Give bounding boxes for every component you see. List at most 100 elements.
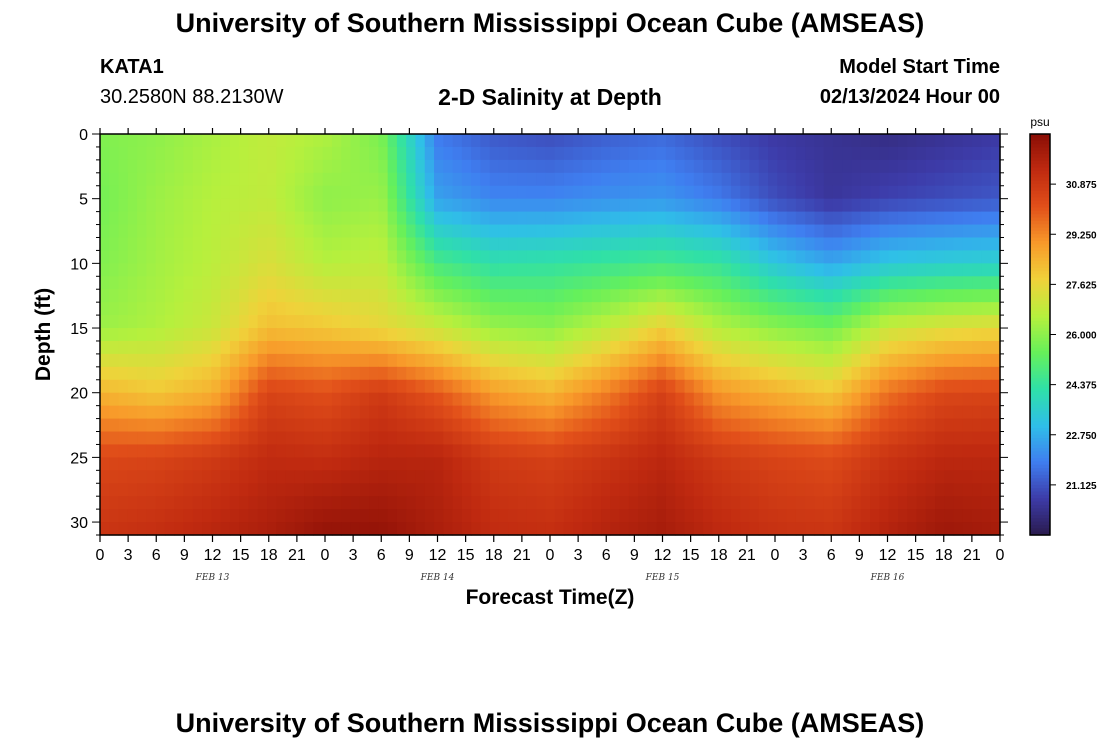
heatmap-cell xyxy=(498,250,509,264)
heatmap-cell xyxy=(795,302,806,316)
heatmap-cell xyxy=(359,146,370,161)
heatmap-cell xyxy=(749,444,760,458)
heatmap-cell xyxy=(628,328,639,342)
heatmap-cell xyxy=(480,379,491,394)
heatmap-cell xyxy=(805,263,816,277)
heatmap-cell xyxy=(897,405,908,420)
heatmap-cell xyxy=(424,444,435,458)
heatmap-cell xyxy=(137,405,147,420)
colorbar-segment xyxy=(1030,200,1050,205)
colorbar-segment xyxy=(1030,144,1050,148)
heatmap-cell xyxy=(331,134,342,148)
heatmap-cell xyxy=(582,250,593,264)
heatmap-cell xyxy=(916,198,927,213)
heatmap-cell xyxy=(443,198,454,213)
heatmap-cell xyxy=(944,470,955,484)
heatmap-cell xyxy=(378,444,389,458)
heatmap-cell xyxy=(387,276,398,290)
heatmap-cell xyxy=(276,224,287,239)
heatmap-cell xyxy=(118,185,129,200)
heatmap-cell xyxy=(907,159,918,174)
heatmap-cell xyxy=(229,496,240,510)
heatmap-cell xyxy=(229,224,240,239)
heatmap-cell xyxy=(897,418,908,433)
colorbar-segment xyxy=(1030,287,1050,292)
heatmap-cell xyxy=(406,276,417,290)
heatmap-cell xyxy=(498,483,509,497)
heatmap-cell xyxy=(369,496,379,510)
heatmap-cell xyxy=(962,263,973,277)
heatmap-cell xyxy=(313,289,324,303)
heatmap-cell xyxy=(146,470,157,484)
heatmap-cell xyxy=(267,198,277,213)
heatmap-cell xyxy=(675,172,686,187)
heatmap-cell xyxy=(387,509,398,523)
heatmap-cell xyxy=(155,302,166,316)
heatmap-cell xyxy=(322,134,333,148)
heatmap-cell xyxy=(378,289,389,303)
heatmap-cell xyxy=(369,444,379,458)
heatmap-cell xyxy=(712,315,723,329)
heatmap-cell xyxy=(127,250,138,264)
heatmap-cell xyxy=(480,431,491,446)
heatmap-cell xyxy=(777,276,788,290)
heatmap-cell xyxy=(703,237,713,252)
heatmap-cell xyxy=(461,522,472,536)
heatmap-cell xyxy=(888,392,899,407)
heatmap-cell xyxy=(359,250,370,264)
heatmap-cell xyxy=(656,185,667,200)
heatmap-cell xyxy=(369,470,379,484)
colorbar-segment xyxy=(1030,217,1050,222)
heatmap-cell xyxy=(452,211,463,226)
heatmap-cell xyxy=(582,172,593,187)
heatmap-cell xyxy=(471,366,482,381)
heatmap-cell xyxy=(545,366,556,381)
heatmap-cell xyxy=(758,470,769,484)
heatmap-cell xyxy=(786,250,797,264)
heatmap-cell xyxy=(341,276,352,290)
heatmap-cell xyxy=(304,289,314,303)
heatmap-cell xyxy=(100,172,110,187)
heatmap-cell xyxy=(239,315,250,329)
station-name: KATA1 xyxy=(100,56,164,78)
heatmap-cell xyxy=(202,470,212,484)
heatmap-cell xyxy=(489,353,500,368)
heatmap-cell xyxy=(749,379,760,394)
heatmap-cell xyxy=(257,146,268,161)
heatmap-cell xyxy=(406,340,417,355)
heatmap-cell xyxy=(192,159,203,174)
heatmap-cell xyxy=(981,328,992,342)
heatmap-cell xyxy=(443,496,454,510)
heatmap-cell xyxy=(341,496,352,510)
heatmap-cell xyxy=(127,263,138,277)
heatmap-cell xyxy=(406,470,417,484)
heatmap-cell xyxy=(526,289,537,303)
heatmap-cell xyxy=(415,302,426,316)
heatmap-cell xyxy=(638,483,649,497)
date-label: FEB 13 xyxy=(195,573,230,583)
heatmap-cell xyxy=(498,444,509,458)
heatmap-cell xyxy=(248,263,259,277)
heatmap-cell xyxy=(331,483,342,497)
heatmap-cell xyxy=(758,315,769,329)
heatmap-cell xyxy=(137,328,147,342)
colorbar-segment xyxy=(1030,491,1050,496)
heatmap-cell xyxy=(202,483,212,497)
heatmap-cell xyxy=(424,289,435,303)
heatmap-cell xyxy=(183,366,194,381)
heatmap-cell xyxy=(248,496,259,510)
heatmap-cell xyxy=(424,185,435,200)
heatmap-cell xyxy=(322,496,333,510)
heatmap-cell xyxy=(192,198,203,213)
heatmap-cell xyxy=(721,276,732,290)
heatmap-cell xyxy=(591,198,602,213)
heatmap-cell xyxy=(832,470,843,484)
heatmap-cell xyxy=(777,328,788,342)
heatmap-cell xyxy=(415,496,426,510)
heatmap-cell xyxy=(257,470,268,484)
heatmap-cell xyxy=(127,353,138,368)
heatmap-cell xyxy=(378,237,389,252)
heatmap-cell xyxy=(712,470,723,484)
heatmap-cell xyxy=(480,340,491,355)
heatmap-cell xyxy=(100,198,110,213)
